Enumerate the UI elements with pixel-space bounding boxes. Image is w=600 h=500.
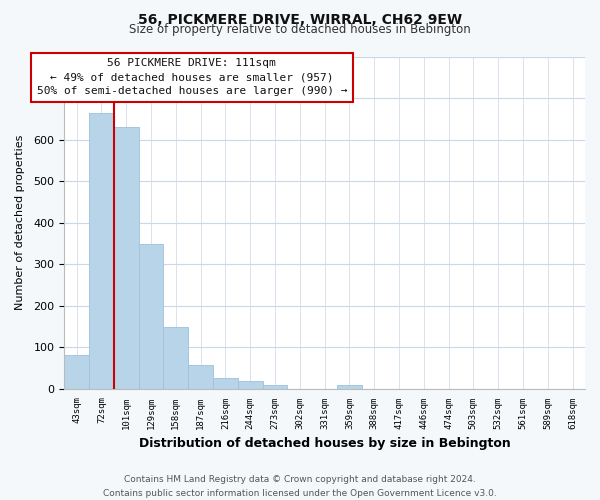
Bar (139, 244, 163, 389)
X-axis label: Distribution of detached houses by size in Bebington: Distribution of detached houses by size … (139, 437, 511, 450)
Bar (263, 384, 287, 389)
Text: Contains HM Land Registry data © Crown copyright and database right 2024.
Contai: Contains HM Land Registry data © Crown c… (103, 476, 497, 498)
Text: 56 PICKMERE DRIVE: 111sqm
← 49% of detached houses are smaller (957)
50% of semi: 56 PICKMERE DRIVE: 111sqm ← 49% of detac… (37, 58, 347, 96)
Bar (114, 127, 139, 389)
Bar (89, 114, 114, 389)
Bar (213, 378, 238, 389)
Y-axis label: Number of detached properties: Number of detached properties (15, 135, 25, 310)
Text: 56, PICKMERE DRIVE, WIRRAL, CH62 9EW: 56, PICKMERE DRIVE, WIRRAL, CH62 9EW (138, 12, 462, 26)
Bar (337, 386, 362, 389)
Text: Size of property relative to detached houses in Bebington: Size of property relative to detached ho… (129, 22, 471, 36)
Bar (188, 365, 213, 389)
Bar (64, 354, 89, 389)
Bar (163, 328, 188, 389)
Bar (238, 382, 263, 389)
